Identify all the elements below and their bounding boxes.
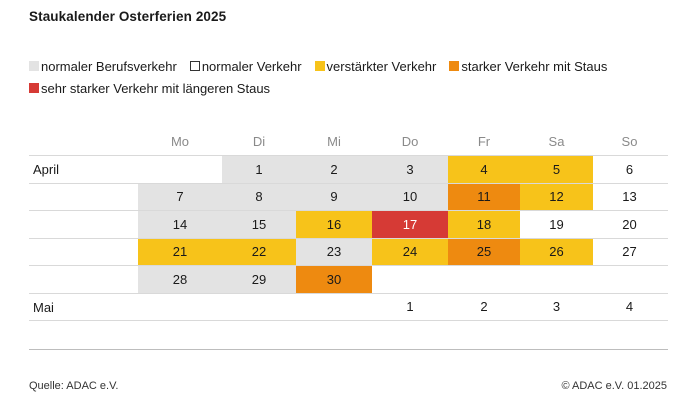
day-cell: 12 xyxy=(520,183,593,210)
day-cell: 3 xyxy=(552,299,561,315)
weekday-header-sa: Sa xyxy=(548,134,565,149)
day-cell: 4 xyxy=(625,299,634,315)
day-cell: 4 xyxy=(448,156,520,183)
day-cell: 28 xyxy=(138,266,222,293)
day-cell xyxy=(593,266,666,293)
day-cell: 30 xyxy=(296,266,372,293)
weekday-header-di: Di xyxy=(252,134,266,149)
legend-label-verstaerkt: verstärkter Verkehr xyxy=(326,58,437,74)
weekday-header-do: Do xyxy=(401,134,419,149)
weekday-header-fr: Fr xyxy=(477,134,491,149)
grid-line-row xyxy=(29,265,668,266)
day-cell: 25 xyxy=(448,238,520,265)
legend-item-verstaerkt: verstärkter Verkehr xyxy=(314,58,437,74)
legend-swatch-verstaerkt xyxy=(314,61,325,71)
day-cell: 23 xyxy=(296,238,372,265)
weekday-header-so: So xyxy=(621,134,638,149)
day-cell: 8 xyxy=(222,183,296,210)
day-cell: 9 xyxy=(296,183,372,210)
day-cell: 13 xyxy=(622,189,637,205)
day-cell: 7 xyxy=(138,183,222,210)
legend-swatch-normal xyxy=(189,61,200,71)
day-cell xyxy=(138,156,222,183)
legend: normaler Berufsverkehr normaler Verkehr … xyxy=(29,58,679,102)
legend-label-normal: normaler Verkehr xyxy=(201,58,302,74)
legend-label-stark: starker Verkehr mit Staus xyxy=(461,58,608,74)
legend-label-sehr-stark: sehr starker Verkehr mit längeren Staus xyxy=(41,80,271,96)
legend-swatch-stark xyxy=(449,61,460,71)
day-cell: 10 xyxy=(372,183,448,210)
day-cell: 16 xyxy=(296,211,372,238)
month-label: Mai xyxy=(33,299,54,315)
day-cell xyxy=(520,266,593,293)
legend-label-berufsverkehr: normaler Berufsverkehr xyxy=(41,58,177,74)
day-cell: 27 xyxy=(622,244,637,260)
grid-line-row xyxy=(29,182,668,184)
day-cell: 17 xyxy=(372,211,448,238)
day-cell: 2 xyxy=(480,299,488,315)
legend-row-2: sehr starker Verkehr mit längeren Staus xyxy=(29,80,679,96)
day-cell xyxy=(138,294,222,321)
day-cell xyxy=(372,266,448,293)
day-cell xyxy=(296,294,372,321)
weekday-header-mo: Mo xyxy=(170,134,190,149)
legend-item-sehr-stark: sehr starker Verkehr mit längeren Staus xyxy=(29,81,270,96)
copyright-note: © ADAC e.V. 01.2025 xyxy=(561,380,667,392)
legend-item-berufsverkehr: normaler Berufsverkehr xyxy=(29,59,177,74)
grid-line-row xyxy=(29,320,668,321)
source-note: Quelle: ADAC e.V. xyxy=(29,380,119,392)
day-cell: 29 xyxy=(222,266,296,293)
grid-line-bottom xyxy=(29,349,668,350)
day-cell: 20 xyxy=(622,216,637,232)
month-label: April xyxy=(33,162,60,177)
day-cell: 6 xyxy=(625,161,634,177)
day-cell xyxy=(448,266,520,293)
legend-swatch-sehr-stark xyxy=(29,83,39,93)
grid-line-row xyxy=(29,237,668,239)
day-cell: 15 xyxy=(222,211,296,238)
grid-line-top xyxy=(29,155,668,156)
day-cell: 1 xyxy=(406,299,414,315)
day-cell: 5 xyxy=(520,156,593,183)
day-cell: 18 xyxy=(448,211,520,238)
legend-item-normal: normaler Verkehr xyxy=(189,58,302,74)
weekday-header-mi: Mi xyxy=(327,134,341,149)
day-cell: 2 xyxy=(296,156,372,183)
day-cell: 1 xyxy=(222,156,296,183)
day-cell xyxy=(222,294,296,321)
day-cell: 19 xyxy=(549,216,564,232)
legend-row-1: normaler Berufsverkehr normaler Verkehr … xyxy=(29,58,679,74)
chart-title: Staukalender Osterferien 2025 xyxy=(29,9,227,24)
legend-swatch-berufsverkehr xyxy=(29,61,39,71)
day-cell: 22 xyxy=(222,238,296,265)
grid-line-row xyxy=(29,292,668,294)
legend-item-stark: starker Verkehr mit Staus xyxy=(449,59,607,74)
grid-line-row xyxy=(29,210,668,211)
day-cell: 26 xyxy=(520,238,593,265)
day-cell: 14 xyxy=(138,211,222,238)
day-cell: 24 xyxy=(372,238,448,265)
day-cell: 11 xyxy=(448,183,520,210)
day-cell: 21 xyxy=(138,238,222,265)
day-cell: 3 xyxy=(372,156,448,183)
